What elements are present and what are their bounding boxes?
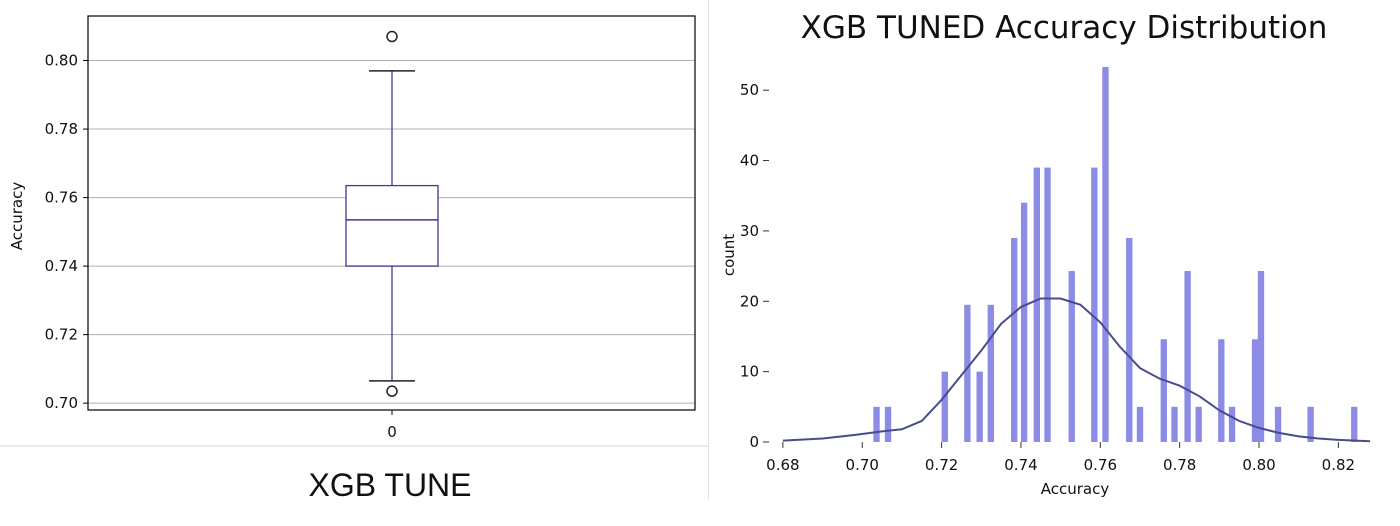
histogram-x-tick-label: 0.74 bbox=[1004, 456, 1037, 474]
histogram-bar bbox=[941, 371, 948, 442]
histogram-x-tick-label: 0.72 bbox=[925, 456, 958, 474]
histogram-x-axis-label: Accuracy bbox=[1041, 480, 1110, 498]
kde-curve bbox=[782, 297, 1371, 443]
histogram-bar bbox=[1351, 406, 1358, 442]
histogram-bar bbox=[1044, 167, 1051, 442]
histogram-x-tick-label: 0.80 bbox=[1242, 456, 1275, 474]
boxplot-panel: 0.70 0.72 0.74 0.76 0.78 0.80 0 Accuracy XGB … bbox=[0, 15, 708, 503]
histogram-bar bbox=[1218, 339, 1225, 442]
histogram-x-tick-label: 0.70 bbox=[846, 456, 879, 474]
boxplot-y-tick-label: 0.78 bbox=[45, 120, 78, 138]
boxplot-y-tick-label: 0.80 bbox=[45, 52, 78, 70]
box-iqr bbox=[345, 184, 439, 267]
boxplot-chart: 0.70 0.72 0.74 0.76 0.78 0.80 0 Accuracy XGB … bbox=[0, 15, 708, 503]
histogram-y-tick-label: 40 bbox=[740, 152, 759, 170]
histogram-chart: XGB TUNED Accuracy Distribution 0 10 20 30 4… bbox=[708, 0, 1371, 500]
histogram-bar bbox=[1184, 271, 1191, 442]
boxplot-caption: XGB TUNE bbox=[309, 467, 472, 503]
boxplot-y-tick-label: 0.70 bbox=[45, 394, 78, 412]
histogram-bar bbox=[1091, 167, 1098, 442]
histogram-bar bbox=[1257, 271, 1265, 442]
histogram-y-tick-label: 20 bbox=[740, 292, 759, 310]
histogram-bar bbox=[873, 406, 880, 442]
histogram-bar bbox=[964, 304, 971, 442]
histogram-y-tick-label: 50 bbox=[740, 81, 759, 99]
histogram-bar bbox=[884, 406, 892, 442]
boxplot-x-tick-label: 0 bbox=[387, 423, 397, 441]
histogram-bar bbox=[987, 304, 994, 442]
histogram-bar bbox=[1160, 339, 1167, 442]
histogram-bar bbox=[1020, 202, 1028, 442]
histogram-bar bbox=[1274, 406, 1282, 442]
histogram-bar bbox=[1171, 406, 1178, 442]
outlier-point bbox=[386, 385, 398, 397]
histogram-bar bbox=[976, 371, 983, 442]
histogram-bar bbox=[1033, 167, 1040, 442]
histogram-y-axis-label: count bbox=[720, 234, 738, 276]
histogram-bar bbox=[1195, 406, 1202, 442]
histogram-x-tick-label: 0.78 bbox=[1163, 456, 1196, 474]
boxplot-y-tick-label: 0.74 bbox=[45, 257, 78, 275]
histogram-bar bbox=[1251, 339, 1259, 442]
histogram-x-tick-label: 0.68 bbox=[766, 456, 799, 474]
histogram-bar bbox=[1307, 406, 1314, 442]
histogram-x-tick-label: 0.82 bbox=[1322, 456, 1355, 474]
histogram-title: XGB TUNED Accuracy Distribution bbox=[801, 10, 1328, 46]
histogram-bar bbox=[1102, 66, 1109, 442]
boxplot-y-axis-label: Accuracy bbox=[8, 182, 26, 251]
histogram-panel: XGB TUNED Accuracy Distribution 0 10 20 30 4… bbox=[708, 0, 1400, 522]
boxplot-y-tick-label: 0.72 bbox=[45, 326, 78, 344]
outlier-point bbox=[386, 30, 398, 43]
boxplot-y-tick-label: 0.76 bbox=[45, 189, 78, 207]
histogram-bar bbox=[1136, 406, 1144, 442]
histogram-bar bbox=[1068, 271, 1075, 442]
histogram-bar bbox=[1228, 406, 1236, 442]
histogram-bar bbox=[1011, 237, 1018, 442]
histogram-y-tick-label: 0 bbox=[749, 433, 759, 451]
histogram-bar bbox=[1126, 237, 1133, 442]
histogram-y-tick-label: 10 bbox=[740, 363, 759, 381]
histogram-y-tick-label: 30 bbox=[740, 222, 759, 240]
histogram-x-tick-label: 0.76 bbox=[1084, 456, 1117, 474]
